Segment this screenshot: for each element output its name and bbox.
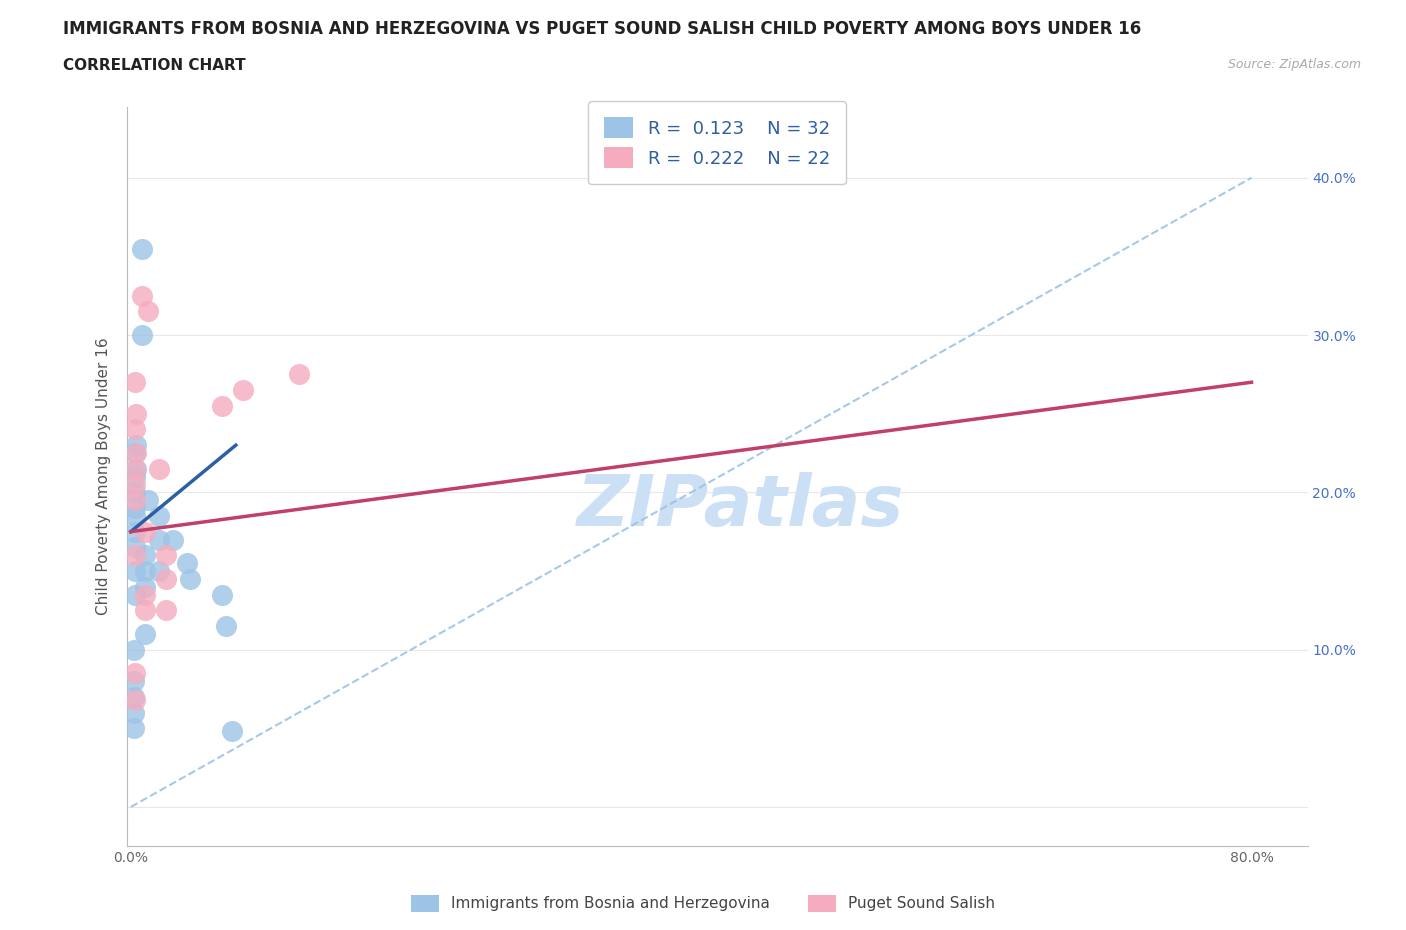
Point — [148, 509, 170, 524]
Point — [136, 493, 159, 508]
Point — [288, 367, 311, 382]
Point — [124, 470, 146, 485]
Point — [125, 461, 148, 476]
Point — [232, 382, 254, 397]
Text: ZIPatlas: ZIPatlas — [576, 472, 904, 540]
Point — [211, 587, 233, 602]
Point — [134, 564, 156, 578]
Point — [155, 603, 177, 618]
Point — [125, 438, 148, 453]
Point — [131, 288, 153, 303]
Point — [162, 532, 184, 547]
Point — [124, 485, 146, 499]
Point — [148, 564, 170, 578]
Point — [155, 571, 177, 586]
Point — [155, 548, 177, 563]
Point — [131, 327, 153, 342]
Point — [148, 532, 170, 547]
Legend: R =  0.123    N = 32, R =  0.222    N = 22: R = 0.123 N = 32, R = 0.222 N = 22 — [588, 101, 846, 184]
Point — [124, 693, 146, 708]
Point — [134, 603, 156, 618]
Point — [134, 548, 156, 563]
Point — [124, 587, 146, 602]
Point — [124, 666, 146, 681]
Point — [124, 461, 146, 476]
Point — [122, 689, 145, 704]
Point — [134, 579, 156, 594]
Point — [131, 241, 153, 256]
Point — [124, 375, 146, 390]
Point — [124, 525, 146, 539]
Point — [211, 398, 233, 413]
Point — [221, 724, 243, 739]
Text: IMMIGRANTS FROM BOSNIA AND HERZEGOVINA VS PUGET SOUND SALISH CHILD POVERTY AMONG: IMMIGRANTS FROM BOSNIA AND HERZEGOVINA V… — [63, 20, 1142, 38]
Point — [124, 564, 146, 578]
Point — [122, 673, 145, 688]
Point — [134, 587, 156, 602]
Point — [124, 509, 146, 524]
Point — [134, 627, 156, 642]
Point — [124, 548, 146, 563]
Point — [136, 304, 159, 319]
Point — [122, 705, 145, 720]
Point — [124, 493, 146, 508]
Text: Source: ZipAtlas.com: Source: ZipAtlas.com — [1227, 58, 1361, 71]
Point — [134, 525, 156, 539]
Point — [176, 556, 198, 571]
Point — [125, 445, 148, 460]
Point — [124, 445, 146, 460]
Point — [125, 406, 148, 421]
Point — [124, 422, 146, 437]
Point — [124, 500, 146, 515]
Point — [124, 477, 146, 492]
Text: CORRELATION CHART: CORRELATION CHART — [63, 58, 246, 73]
Point — [179, 571, 201, 586]
Point — [124, 540, 146, 555]
Y-axis label: Child Poverty Among Boys Under 16: Child Poverty Among Boys Under 16 — [96, 338, 111, 616]
Point — [215, 618, 238, 633]
Legend: Immigrants from Bosnia and Herzegovina, Puget Sound Salish: Immigrants from Bosnia and Herzegovina, … — [405, 889, 1001, 918]
Point — [122, 643, 145, 658]
Point — [122, 721, 145, 736]
Point — [148, 461, 170, 476]
